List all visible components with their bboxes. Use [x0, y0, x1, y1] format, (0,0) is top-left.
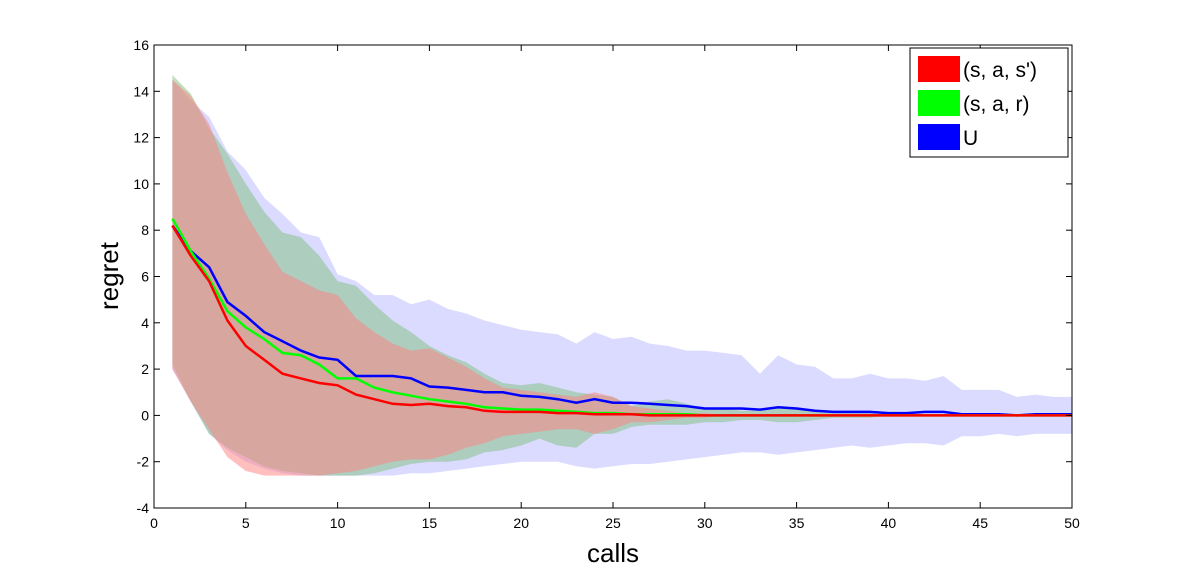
series-lines: [171, 217, 1072, 417]
y-tick-label: 12: [133, 130, 149, 146]
x-tick-label: 25: [605, 515, 621, 531]
x-tick-label: 15: [422, 515, 438, 531]
y-tick-label: -2: [137, 454, 150, 470]
y-tick-label: -4: [137, 500, 150, 516]
line-s-a-s: [171, 224, 1072, 417]
x-tick-label: 35: [789, 515, 805, 531]
x-tick-label: 45: [972, 515, 988, 531]
y-tick-label: 4: [141, 315, 149, 331]
legend-swatch-u: [918, 124, 960, 150]
x-tick-label: 50: [1064, 515, 1080, 531]
x-tick-label: 10: [330, 515, 346, 531]
y-axis-label: regret: [94, 241, 124, 310]
x-tick-label: 5: [242, 515, 250, 531]
x-axis-label: calls: [587, 538, 639, 568]
x-tick-label: 40: [881, 515, 897, 531]
legend-swatch-s-a-s: [918, 56, 960, 82]
y-tick-label: 0: [141, 407, 149, 423]
x-tick-label: 20: [513, 515, 529, 531]
x-axis-ticks: 0 5 10 15 20 25 30 35 40 45 50: [150, 45, 1080, 531]
legend-items: (s, a, s') (s, a, r) U: [918, 56, 1037, 150]
x-tick-label: 0: [150, 515, 158, 531]
y-tick-label: 6: [141, 269, 149, 285]
y-tick-label: 14: [133, 83, 149, 99]
y-tick-label: 8: [141, 222, 149, 238]
legend: (s, a, s') (s, a, r) U: [909, 47, 1069, 158]
line-u: [171, 224, 1072, 417]
x-tick-label: 30: [697, 515, 713, 531]
legend-swatch-s-a-r: [918, 90, 960, 116]
y-tick-label: 2: [141, 361, 149, 377]
legend-label-u: U: [963, 127, 978, 150]
y-axis-ticks: -4 -2 0 2 4 6 8 10 12 14 16: [133, 37, 1072, 516]
legend-label-s-a-s: (s, a, s'): [963, 59, 1037, 82]
legend-label-s-a-r: (s, a, r): [963, 93, 1030, 116]
y-tick-label: 10: [133, 176, 149, 192]
y-tick-label: 16: [133, 37, 149, 53]
